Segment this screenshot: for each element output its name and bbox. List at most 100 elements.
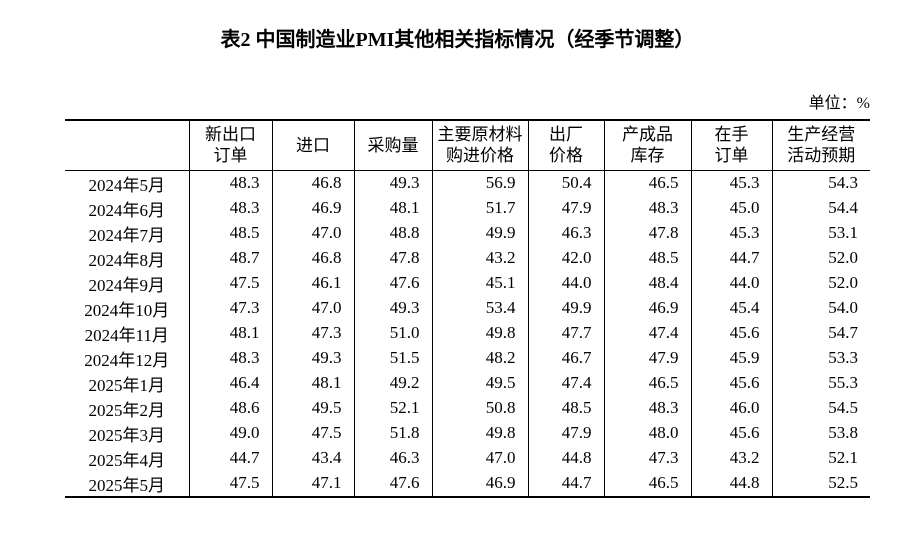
value-cell: 56.9 <box>431 170 528 196</box>
month-cell: 2024年8月 <box>88 250 166 270</box>
value-cell: 48.6 <box>188 395 272 421</box>
unit-label: 单位：% <box>808 95 870 112</box>
table-row: 2024年5月 48.3 46.8 49.3 56.9 50.4 46.5 45.3 54.3 <box>65 170 870 196</box>
value-cell: 44.8 <box>690 470 772 497</box>
value-cell: 44.7 <box>188 445 272 471</box>
value-cell: 46.3 <box>527 220 604 246</box>
value-cell: 42.0 <box>527 245 604 271</box>
value-cell: 47.4 <box>527 370 604 396</box>
value-cell: 49.3 <box>271 345 354 371</box>
header-cell-new-export-orders: 新出口 订单 <box>188 120 272 171</box>
month-cell: 2024年9月 <box>88 275 166 295</box>
value-cell: 45.6 <box>690 420 772 446</box>
value-cell: 47.9 <box>527 195 604 221</box>
month-cell: 2024年6月 <box>88 200 166 220</box>
header-cell-finished-goods-inventory: 产成品 库存 <box>603 120 691 171</box>
value-cell: 48.4 <box>603 270 691 296</box>
table-row: 2024年9月 47.5 46.1 47.6 45.1 44.0 48.4 44.0 52.0 <box>65 270 870 296</box>
value-cell: 45.3 <box>690 170 772 196</box>
value-cell: 43.2 <box>431 245 528 271</box>
value-cell: 48.5 <box>188 220 272 246</box>
value-cell: 47.1 <box>271 470 354 497</box>
value-cell: 52.1 <box>771 445 870 471</box>
value-cell: 49.3 <box>353 295 432 321</box>
month-cell: 2024年7月 <box>88 225 166 245</box>
value-cell: 45.9 <box>690 345 772 371</box>
table-row: 2025年4月 44.7 43.4 46.3 47.0 44.8 47.3 43.2 52.1 <box>65 445 870 471</box>
value-cell: 47.0 <box>271 220 354 246</box>
value-cell: 54.3 <box>771 170 870 196</box>
value-cell: 51.7 <box>431 195 528 221</box>
value-cell: 48.5 <box>603 245 691 271</box>
value-cell: 46.9 <box>603 295 691 321</box>
header-cell-imports: 进口 <box>271 120 354 171</box>
value-cell: 47.7 <box>527 320 604 346</box>
value-cell: 47.6 <box>353 470 432 497</box>
page-title: 表2 中国制造业PMI其他相关指标情况（经季节调整） <box>220 29 695 51</box>
value-cell: 46.7 <box>527 345 604 371</box>
value-cell: 46.3 <box>353 445 432 471</box>
value-cell: 48.3 <box>188 345 272 371</box>
value-cell: 50.4 <box>527 170 604 196</box>
table-row: 2025年2月 48.6 49.5 52.1 50.8 48.5 48.3 46.0 54.5 <box>65 395 870 421</box>
month-cell: 2024年12月 <box>84 350 170 370</box>
value-cell: 46.8 <box>271 245 354 271</box>
value-cell: 46.5 <box>603 470 691 497</box>
value-cell: 52.0 <box>771 245 870 271</box>
table-header: 新出口 订单 进口 采购量 主要原材料 购进价格 出厂 价格 产成品 库存 在手… <box>65 120 870 171</box>
month-cell: 2025年2月 <box>88 400 166 420</box>
value-cell: 47.3 <box>603 445 691 471</box>
value-cell: 45.1 <box>431 270 528 296</box>
value-cell: 54.7 <box>771 320 870 346</box>
value-cell: 50.8 <box>431 395 528 421</box>
value-cell: 46.1 <box>271 270 354 296</box>
table-row: 2024年8月 48.7 46.8 47.8 43.2 42.0 48.5 44.7 52.0 <box>65 245 870 271</box>
value-cell: 49.3 <box>353 170 432 196</box>
value-cell: 47.8 <box>353 245 432 271</box>
header-cell-purchasing-volume: 采购量 <box>353 120 432 171</box>
value-cell: 47.6 <box>353 270 432 296</box>
value-cell: 52.0 <box>771 270 870 296</box>
value-cell: 51.0 <box>353 320 432 346</box>
value-cell: 46.4 <box>188 370 272 396</box>
value-cell: 49.5 <box>271 395 354 421</box>
value-cell: 45.6 <box>690 320 772 346</box>
value-cell: 48.8 <box>353 220 432 246</box>
value-cell: 47.8 <box>603 220 691 246</box>
value-cell: 49.9 <box>431 220 528 246</box>
value-cell: 51.5 <box>353 345 432 371</box>
value-cell: 47.5 <box>271 420 354 446</box>
value-cell: 48.5 <box>527 395 604 421</box>
value-cell: 49.5 <box>431 370 528 396</box>
table-row: 2025年3月 49.0 47.5 51.8 49.8 47.9 48.0 45.6 53.8 <box>65 420 870 446</box>
value-cell: 45.3 <box>690 220 772 246</box>
value-cell: 43.4 <box>271 445 354 471</box>
value-cell: 47.4 <box>603 320 691 346</box>
header-row: 新出口 订单 进口 采购量 主要原材料 购进价格 出厂 价格 产成品 库存 在手… <box>65 120 870 171</box>
table-row: 2024年10月 47.3 47.0 49.3 53.4 49.9 46.9 45.4 54.… <box>65 295 870 321</box>
header-cell-business-activity-expectation: 生产经营 活动预期 <box>771 120 870 171</box>
value-cell: 46.9 <box>431 470 528 497</box>
value-cell: 44.0 <box>527 270 604 296</box>
value-cell: 49.2 <box>353 370 432 396</box>
value-cell: 48.2 <box>431 345 528 371</box>
table-row: 2024年11月 48.1 47.3 51.0 49.8 47.7 47.4 45.6 54.… <box>65 320 870 346</box>
table-container: 单位：% 新出口 订单 进口 采购量 主要原材料 购进价格 <box>65 95 870 498</box>
value-cell: 48.1 <box>271 370 354 396</box>
month-cell: 2025年1月 <box>88 375 166 395</box>
value-cell: 55.3 <box>771 370 870 396</box>
table-row: 2024年6月 48.3 46.9 48.1 51.7 47.9 48.3 45.0 54.4 <box>65 195 870 221</box>
table-row: 2024年7月 48.5 47.0 48.8 49.9 46.3 47.8 45.3 53.1 <box>65 220 870 246</box>
month-cell: 2025年5月 <box>88 475 166 495</box>
table-body: 2024年5月 48.3 46.8 49.3 56.9 50.4 46.5 45.3 54.3… <box>65 170 870 497</box>
value-cell: 54.0 <box>771 295 870 321</box>
value-cell: 53.1 <box>771 220 870 246</box>
value-cell: 48.7 <box>188 245 272 271</box>
header-cell-raw-material-purchase-price: 主要原材料 购进价格 <box>431 120 528 171</box>
value-cell: 54.5 <box>771 395 870 421</box>
value-cell: 45.6 <box>690 370 772 396</box>
table-row: 2025年5月 47.5 47.1 47.6 46.9 44.7 46.5 44.8 52.5 <box>65 470 870 497</box>
value-cell: 46.8 <box>271 170 354 196</box>
header-cell-month <box>65 120 189 171</box>
value-cell: 47.0 <box>431 445 528 471</box>
